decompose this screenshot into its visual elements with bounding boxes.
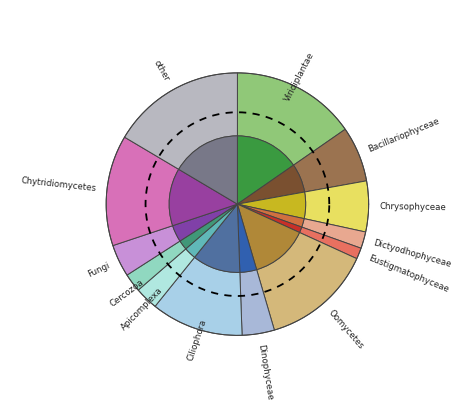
Wedge shape bbox=[186, 204, 237, 257]
Wedge shape bbox=[256, 232, 357, 330]
Wedge shape bbox=[180, 204, 237, 249]
Wedge shape bbox=[179, 136, 237, 204]
Wedge shape bbox=[240, 270, 274, 335]
Wedge shape bbox=[155, 257, 242, 335]
Wedge shape bbox=[237, 136, 293, 204]
Wedge shape bbox=[125, 73, 237, 169]
Wedge shape bbox=[138, 249, 195, 306]
Wedge shape bbox=[237, 204, 256, 272]
Text: other: other bbox=[152, 59, 171, 83]
Text: Oomycetes: Oomycetes bbox=[327, 308, 365, 351]
Wedge shape bbox=[237, 204, 301, 232]
Wedge shape bbox=[113, 226, 180, 275]
Text: Bacillariophyceae: Bacillariophyceae bbox=[367, 117, 441, 154]
Wedge shape bbox=[301, 219, 365, 248]
Wedge shape bbox=[237, 192, 306, 219]
Text: Chrysophyceae: Chrysophyceae bbox=[379, 202, 446, 212]
Text: Fungi: Fungi bbox=[87, 261, 111, 279]
Wedge shape bbox=[293, 129, 366, 192]
Wedge shape bbox=[237, 204, 304, 227]
Wedge shape bbox=[300, 227, 361, 259]
Text: Eustigmatophyceae: Eustigmatophyceae bbox=[367, 253, 450, 294]
Text: Chytridiomycetes: Chytridiomycetes bbox=[20, 176, 97, 193]
Wedge shape bbox=[237, 204, 300, 270]
Text: Dictyodhophyceae: Dictyodhophyceae bbox=[373, 239, 453, 270]
Wedge shape bbox=[237, 165, 305, 204]
Wedge shape bbox=[304, 181, 369, 232]
Text: Viridiplantae: Viridiplantae bbox=[283, 50, 316, 103]
Wedge shape bbox=[169, 169, 237, 226]
Text: Ciliophora: Ciliophora bbox=[186, 318, 208, 362]
Wedge shape bbox=[106, 137, 179, 246]
Wedge shape bbox=[127, 241, 186, 290]
Text: Apicomplexa: Apicomplexa bbox=[119, 286, 165, 332]
Wedge shape bbox=[237, 73, 345, 165]
Wedge shape bbox=[173, 204, 237, 241]
Text: Dinophyceae: Dinophyceae bbox=[255, 343, 273, 400]
Text: Cercozoa: Cercozoa bbox=[108, 277, 145, 308]
Wedge shape bbox=[195, 204, 240, 272]
